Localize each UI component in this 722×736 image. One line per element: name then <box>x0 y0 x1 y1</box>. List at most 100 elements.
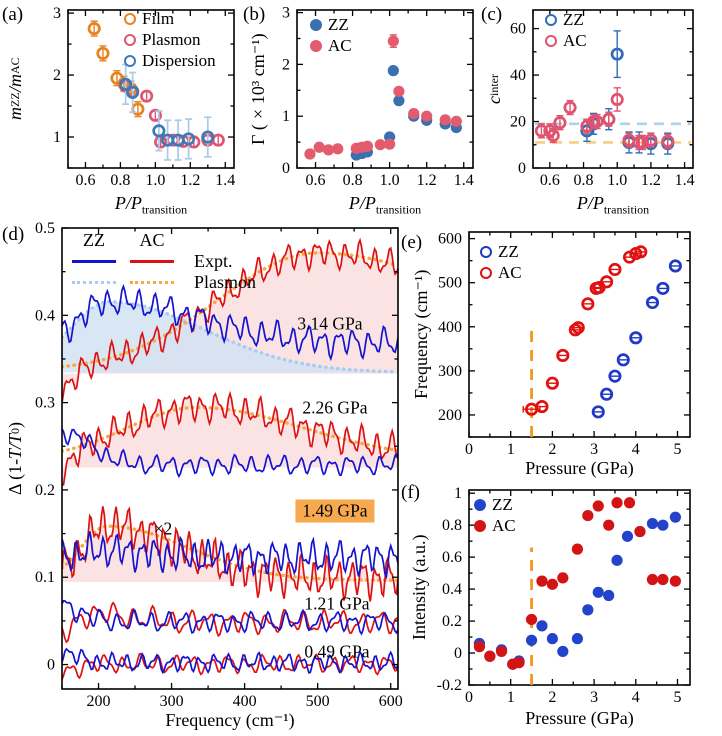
svg-text:2: 2 <box>548 689 556 706</box>
svg-text:1: 1 <box>282 108 290 125</box>
svg-text:400: 400 <box>438 319 462 336</box>
data-point <box>374 139 386 151</box>
data-point <box>623 497 636 509</box>
svg-text:0.6: 0.6 <box>540 172 560 189</box>
axes-frame: 0 1 2 3 4 5 200 300 400 500 600 <box>438 231 691 458</box>
data-point <box>182 132 196 146</box>
legend-label: Plasmon <box>142 29 201 49</box>
svg-text:0: 0 <box>465 441 473 458</box>
panel-d-plot: 200 300 400 500 600 0 0.1 0.2 0.3 0.4 0.5 <box>35 220 403 710</box>
data-point <box>581 297 595 311</box>
panel-d-legend: ZZ AC Expt. Plasmon <box>72 231 256 291</box>
svg-text:0.8: 0.8 <box>110 172 130 189</box>
data-point <box>603 519 615 531</box>
data-point <box>646 573 659 586</box>
data-point <box>610 47 624 61</box>
svg-text:0.5: 0.5 <box>35 220 55 237</box>
data-point <box>571 633 584 645</box>
data-point <box>546 633 558 645</box>
zz-plasmon-fit-curve <box>62 300 398 374</box>
ac-marker-icon <box>545 34 557 47</box>
data-point <box>608 262 622 277</box>
data-point <box>669 575 682 587</box>
data-point <box>635 135 650 149</box>
data-point <box>656 281 670 295</box>
error-bar <box>613 30 621 79</box>
panel-f-x-axis-label: Pressure (GPa) <box>525 708 634 728</box>
panel-c-tag: (c) <box>481 4 503 25</box>
panel-e-x-axis-label: Pressure (GPa) <box>525 458 634 478</box>
panel-a-plot: 0.6 0.8 1.0 1.2 1.4 1 2 3 <box>53 5 235 189</box>
panel-f-tag: (f) <box>401 482 420 503</box>
svg-text:0.3: 0.3 <box>35 395 55 412</box>
svg-text:0: 0 <box>47 657 55 674</box>
data-point <box>563 101 577 115</box>
series-Dispersion <box>119 63 215 161</box>
data-point <box>571 321 585 335</box>
svg-text:0: 0 <box>465 689 473 706</box>
legend-ac-header: AC <box>139 230 165 250</box>
panel-f-plot: 0 1 2 3 4 5-0.200.20.40.60.81 <box>437 485 691 706</box>
data-point <box>484 650 496 662</box>
data-point <box>556 348 570 362</box>
data-point <box>669 511 682 523</box>
svg-text:500: 500 <box>306 693 330 710</box>
pressure-label: 2.26 GPa <box>302 397 368 418</box>
panel-c-plot: 0.6 0.8 1.0 1.2 1.4 0 20 40 60 <box>510 9 695 189</box>
legend-label: ZZ <box>492 494 513 514</box>
svg-text:4: 4 <box>632 689 640 706</box>
svg-text:1: 1 <box>507 441 515 458</box>
svg-text:2: 2 <box>53 67 61 84</box>
zz-marker-icon <box>480 245 492 258</box>
data-point <box>384 138 396 150</box>
zz-spectrum-curve <box>62 647 398 675</box>
panel-b-tag: (b) <box>243 4 266 25</box>
axes-frame: 0.6 0.8 1.0 1.2 1.4 0 20 40 60 <box>510 9 695 189</box>
pressure-label: 0.49 GPa <box>304 641 370 662</box>
svg-text:1.2: 1.2 <box>641 172 661 189</box>
legend-label: Film <box>142 8 175 28</box>
ac-expt-line-icon <box>130 259 174 263</box>
axes-frame: 0 1 2 3 4 5-0.200.20.40.60.81 <box>437 485 691 706</box>
svg-text:300: 300 <box>160 693 184 710</box>
svg-text:1.0: 1.0 <box>145 172 165 189</box>
data-point <box>553 116 567 130</box>
data-point <box>646 517 659 530</box>
legend-label: AC <box>328 35 352 55</box>
svg-text:4: 4 <box>632 441 640 458</box>
ac-spectrum-curve <box>62 237 398 404</box>
svg-text:60: 60 <box>510 21 526 38</box>
data-point <box>87 22 101 36</box>
series-ZZ <box>591 259 682 419</box>
svg-text:5: 5 <box>673 689 681 706</box>
data-point <box>387 65 399 77</box>
data-point <box>513 657 525 669</box>
legend-item-ac: AC <box>545 30 587 51</box>
ac-spectrum-curve <box>62 390 398 487</box>
data-point <box>592 586 604 598</box>
legend-label: Dispersion <box>142 50 216 70</box>
data-point <box>393 95 405 107</box>
svg-text:300: 300 <box>438 363 462 380</box>
zz-spectrum-curve <box>62 428 398 479</box>
data-point <box>621 530 634 542</box>
legend-plasmon-label: Plasmon <box>194 272 257 292</box>
panel-a: (a) m ZZ/m AC 0.6 0.8 1.0 1.2 1.4 1 2 3 P/Ptransi… <box>0 0 241 225</box>
data-point <box>332 143 344 155</box>
data-point <box>322 144 335 156</box>
svg-text:0.8: 0.8 <box>574 172 594 189</box>
svg-text:500: 500 <box>438 275 462 292</box>
data-point <box>393 85 405 97</box>
svg-text:400: 400 <box>233 693 257 710</box>
svg-text:1.0: 1.0 <box>607 172 627 189</box>
legend-item-zz: ZZ <box>480 241 522 262</box>
data-point <box>645 295 660 310</box>
data-point <box>495 645 508 658</box>
panel-b-legend: ZZ AC <box>310 14 352 56</box>
svg-text:20: 20 <box>510 114 526 131</box>
zz-spectrum-curve <box>62 283 398 362</box>
data-point <box>313 141 325 153</box>
data-point <box>571 543 584 555</box>
scale-note: ×2 <box>153 518 173 539</box>
data-point <box>657 573 669 586</box>
